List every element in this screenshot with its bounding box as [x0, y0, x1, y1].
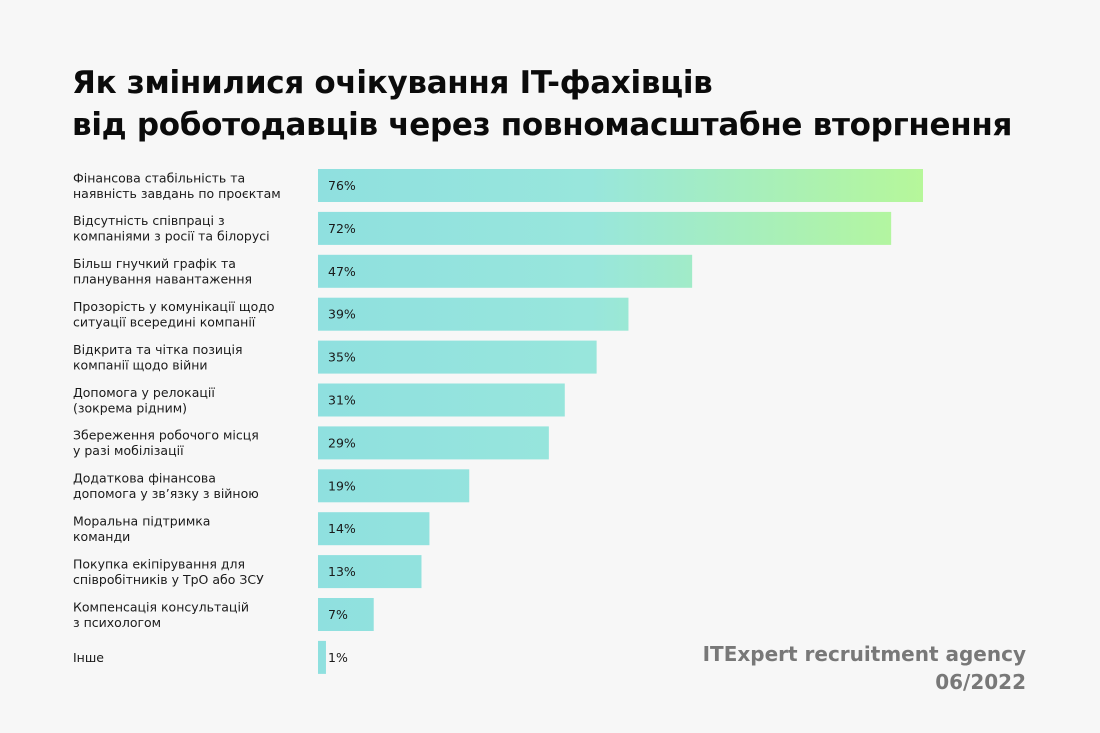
category-label-line: ситуації всередині компанії [73, 314, 256, 329]
category-label-line: планування навантаження [73, 272, 252, 287]
category-label-12: Інше [73, 650, 104, 665]
agency-name: ITExpert recruitment agency [702, 642, 1026, 666]
category-label-line: з психологом [73, 615, 161, 630]
category-label-line: наявність завдань по проєктам [73, 186, 281, 201]
category-label-line: Відсутність співпраці з [73, 213, 225, 228]
brand-footer: ITExpert recruitment agency 06/2022 [703, 640, 1026, 696]
category-label-line: Відкрита та чітка позиція [73, 342, 243, 357]
category-label-line: у разі мобілізації [73, 443, 184, 458]
bar-2 [318, 211, 892, 245]
bar-value-label-5: 35% [328, 350, 356, 365]
category-label-4: Прозорість у комунікації щодо ситуації вс… [73, 299, 275, 330]
report-date: 06/2022 [935, 670, 1026, 694]
bar-12 [318, 640, 326, 674]
category-label-5: Відкрита та чітка позиція компанії щодо в… [73, 342, 243, 373]
bar-6 [318, 383, 565, 417]
category-label-line: Збереження робочого місця [73, 428, 259, 443]
category-label-line: команди [73, 529, 130, 544]
chart-title: Як змінилися очікування IT-фахівців від … [72, 62, 1012, 146]
bar-value-label-11: 7% [328, 607, 348, 622]
bars-group: 76% Фінансова стабільність та наявність за… [73, 169, 923, 674]
category-label-line: Більш гнучкий графік та [73, 256, 236, 271]
category-label-11: Компенсація консультацій з психологом [73, 599, 249, 630]
bar-5 [318, 340, 597, 374]
category-label-line: Допомога у релокації [73, 385, 215, 400]
bar-4 [318, 297, 629, 331]
category-label-9: Моральна підтримка команди [73, 513, 210, 544]
category-label-line: Фінансова стабільність та [73, 170, 245, 185]
bar-value-label-8: 19% [328, 478, 356, 493]
category-label-3: Більш гнучкий графік та планування навант… [73, 256, 252, 287]
bar-8 [318, 469, 470, 503]
bar-value-label-6: 31% [328, 393, 356, 408]
category-label-line: Інше [73, 650, 104, 665]
category-label-line: співробітників у ТрО або ЗСУ [73, 572, 264, 587]
bar-11 [318, 598, 374, 631]
chart-title-line-2: від роботодавців через повномасштабне вт… [72, 107, 1013, 143]
bar-value-label-7: 29% [328, 435, 356, 450]
bar-value-label-12: 1% [328, 650, 348, 665]
bar-value-label-9: 14% [328, 521, 356, 536]
category-label-line: Моральна підтримка [73, 513, 210, 528]
category-label-2: Відсутність співпраці з компаніями з росі… [73, 213, 270, 244]
bar-1 [318, 169, 923, 202]
bar-7 [318, 426, 549, 460]
chart-title-line-1: Як змінилися очікування IT-фахівців [72, 65, 713, 101]
bar-value-label-3: 47% [328, 264, 356, 279]
category-label-line: допомога у зв’язку з війною [73, 486, 259, 501]
bar-3 [318, 254, 693, 288]
category-label-1: Фінансова стабільність та наявність завда… [73, 170, 281, 201]
bar-value-label-1: 76% [328, 178, 356, 193]
category-label-7: Збереження робочого місця у разі мобіліза… [73, 428, 259, 459]
category-label-line: Додаткова фінансова [73, 471, 216, 486]
category-label-line: (зокрема рідним) [73, 400, 187, 415]
category-label-10: Покупка екіпірування для співробітників у… [73, 556, 264, 587]
category-label-8: Додаткова фінансова допомога у зв’язку з … [73, 471, 259, 502]
bar-value-label-4: 39% [328, 307, 356, 322]
bar-9 [318, 512, 430, 546]
category-label-line: Покупка екіпірування для [73, 556, 245, 571]
category-label-line: Прозорість у комунікації щодо [73, 299, 275, 314]
bar-10 [318, 555, 422, 589]
category-label-6: Допомога у релокації (зокрема рідним) [73, 385, 215, 416]
category-label-line: компаніями з росії та білорусі [73, 229, 270, 244]
category-label-line: Компенсація консультацій [73, 599, 249, 614]
bar-value-label-10: 13% [328, 564, 356, 579]
bar-value-label-2: 72% [328, 221, 356, 236]
category-label-line: компанії щодо війни [73, 357, 208, 372]
